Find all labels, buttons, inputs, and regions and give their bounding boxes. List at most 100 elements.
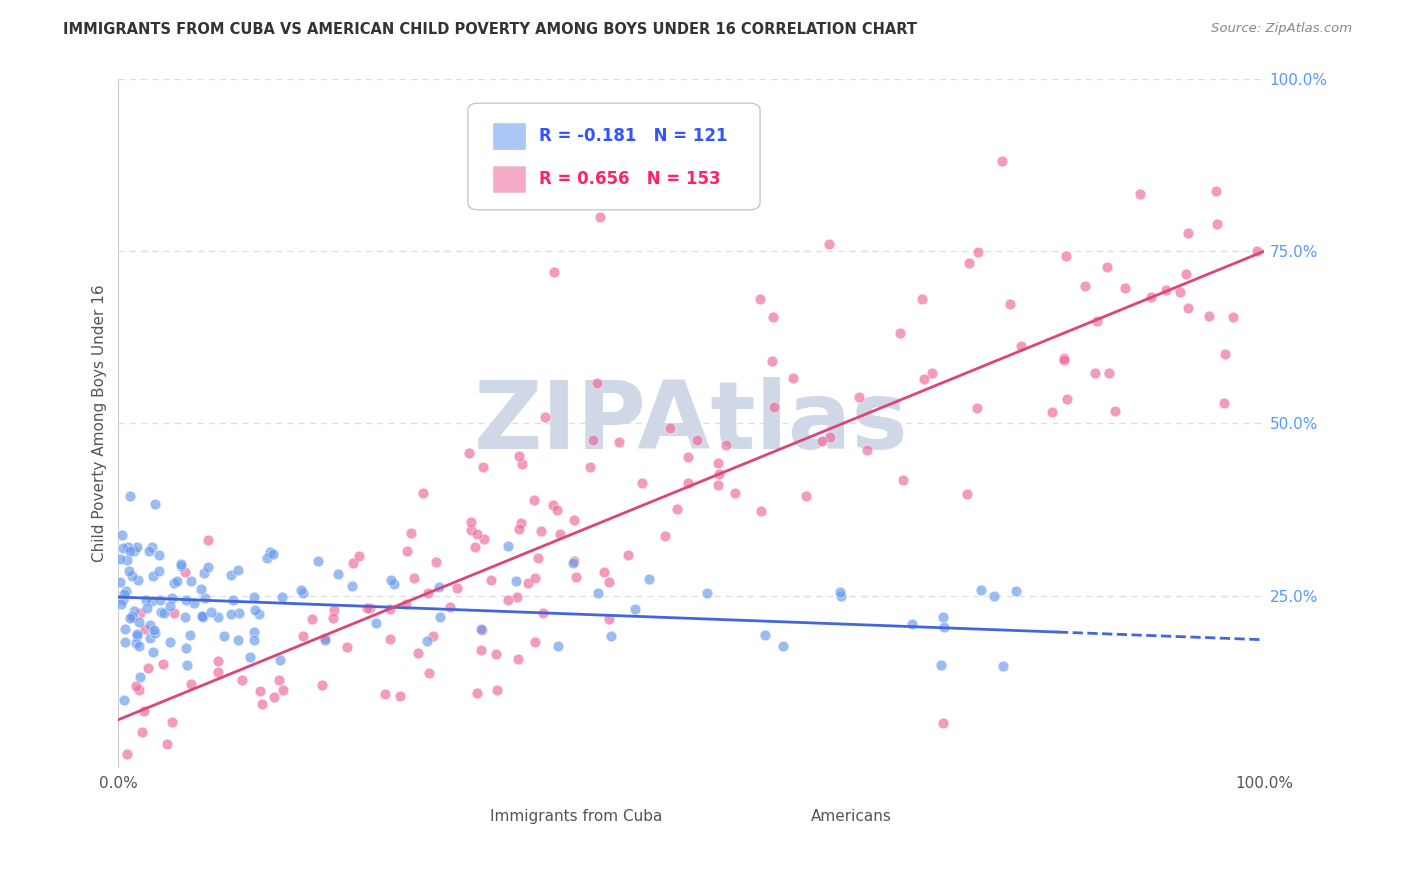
Point	[1154, 283, 1177, 297]
Point	[143, 497, 166, 511]
Point	[470, 643, 492, 657]
Point	[382, 576, 405, 591]
Point	[136, 601, 159, 615]
Point	[163, 606, 186, 620]
Point	[548, 526, 571, 541]
Point	[194, 591, 217, 606]
Point	[534, 409, 557, 424]
Point	[112, 693, 135, 707]
Point	[197, 559, 219, 574]
Point	[429, 610, 451, 624]
Point	[152, 657, 174, 671]
Point	[142, 645, 165, 659]
Point	[291, 585, 314, 599]
Point	[263, 690, 285, 705]
Point	[967, 245, 990, 260]
Point	[356, 601, 378, 615]
Point	[772, 639, 794, 653]
Point	[427, 580, 450, 594]
Point	[912, 372, 935, 386]
Point	[380, 573, 402, 587]
Point	[159, 634, 181, 648]
Point	[200, 605, 222, 619]
Point	[128, 615, 150, 629]
Point	[465, 527, 488, 541]
Point	[1246, 244, 1268, 259]
Point	[290, 582, 312, 597]
Point	[124, 636, 146, 650]
Point	[1177, 226, 1199, 240]
Point	[228, 563, 250, 577]
Point	[828, 585, 851, 599]
Point	[439, 599, 461, 614]
Point	[128, 683, 150, 698]
Point	[1010, 339, 1032, 353]
Point	[183, 596, 205, 610]
Point	[1085, 313, 1108, 327]
Point	[170, 558, 193, 572]
Point	[598, 574, 620, 589]
Point	[219, 568, 242, 582]
Point	[457, 446, 479, 460]
Point	[174, 593, 197, 607]
Point	[242, 633, 264, 648]
Point	[163, 576, 186, 591]
Point	[530, 524, 553, 538]
Point	[506, 651, 529, 665]
Point	[617, 549, 640, 563]
Point	[231, 673, 253, 687]
Point	[446, 581, 468, 595]
Point	[174, 565, 197, 579]
Point	[524, 571, 547, 585]
Point	[222, 592, 245, 607]
Point	[496, 540, 519, 554]
Point	[207, 609, 229, 624]
Point	[460, 515, 482, 529]
Point	[1213, 396, 1236, 410]
Point	[707, 477, 730, 491]
Point	[125, 628, 148, 642]
Point	[527, 551, 550, 566]
Point	[1114, 281, 1136, 295]
Point	[465, 686, 488, 700]
Point	[118, 565, 141, 579]
Point	[359, 601, 381, 615]
Point	[1053, 351, 1076, 365]
Point	[762, 310, 785, 325]
Point	[110, 597, 132, 611]
Point	[143, 623, 166, 637]
Point	[472, 532, 495, 546]
Point	[508, 449, 530, 463]
Point	[889, 326, 911, 340]
Point	[212, 629, 235, 643]
Point	[191, 609, 214, 624]
Point	[374, 686, 396, 700]
Point	[471, 624, 494, 638]
Point	[267, 673, 290, 687]
Point	[191, 608, 214, 623]
Point	[593, 566, 616, 580]
Point	[932, 620, 955, 634]
Point	[498, 593, 520, 607]
Point	[932, 716, 955, 731]
Point	[425, 555, 447, 569]
Point	[1054, 249, 1077, 263]
Point	[524, 635, 547, 649]
Point	[159, 599, 181, 614]
Point	[472, 460, 495, 475]
Text: IMMIGRANTS FROM CUBA VS AMERICAN CHILD POVERTY AMONG BOYS UNDER 16 CORRELATION C: IMMIGRANTS FROM CUBA VS AMERICAN CHILD P…	[63, 22, 917, 37]
Point	[848, 391, 870, 405]
Point	[1056, 392, 1078, 406]
Point	[191, 610, 214, 624]
Point	[226, 632, 249, 647]
Point	[395, 598, 418, 612]
Point	[308, 553, 330, 567]
Point	[794, 489, 817, 503]
Point	[249, 683, 271, 698]
Point	[763, 400, 786, 414]
Point	[311, 678, 333, 692]
Point	[228, 606, 250, 620]
Point	[134, 704, 156, 718]
Point	[543, 265, 565, 279]
Point	[630, 475, 652, 490]
